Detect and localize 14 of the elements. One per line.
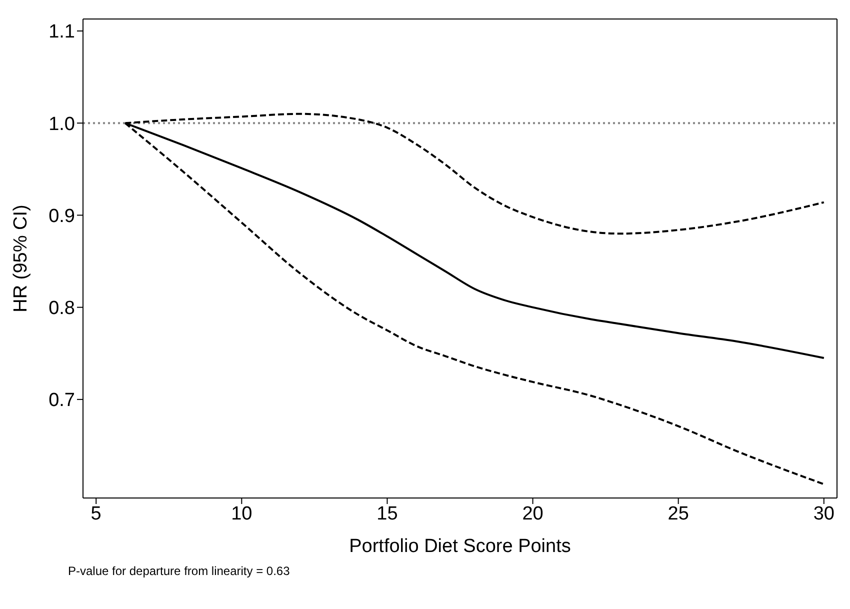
x-tick-label: 15 [376, 503, 398, 524]
y-tick-label: 1.1 [48, 22, 75, 43]
x-tick-label: 30 [813, 503, 834, 524]
x-tick-label: 25 [668, 503, 689, 524]
y-tick-label: 0.8 [48, 298, 75, 320]
x-tick-label: 5 [90, 503, 102, 524]
x-tick-label: 10 [231, 503, 252, 524]
y-tick-label: 1.0 [48, 114, 75, 135]
y-tick-label: 0.7 [48, 390, 75, 412]
y-axis-title: HR (95% CI) [10, 204, 32, 312]
text: P-value for departure from linearity = 0.63 [68, 564, 291, 578]
x-tick-label: 20 [522, 503, 544, 524]
y-tick-label: 0.9 [48, 206, 75, 227]
x-axis-title: Portfolio Diet Score Points [349, 536, 571, 557]
